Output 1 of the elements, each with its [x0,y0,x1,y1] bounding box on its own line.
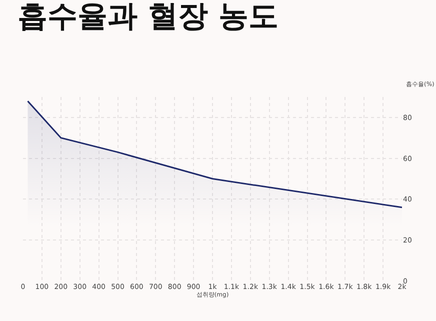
chart-title: 흡수율과 혈장 농도 [17,0,278,34]
